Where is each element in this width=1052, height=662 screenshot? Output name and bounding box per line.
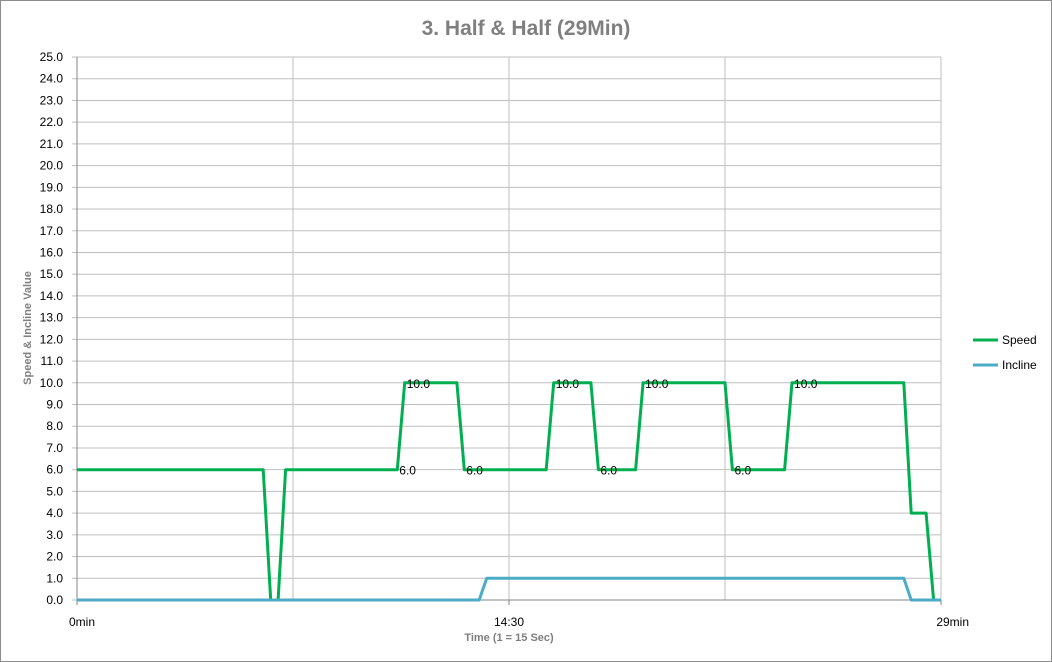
y-tick-label: 11.0 [41,354,64,368]
x-tick-label: 29min [936,615,969,629]
y-tick-label: 7.0 [46,441,63,455]
y-tick-label: 8.0 [46,419,63,433]
chart-title: 3. Half & Half (29Min) [422,17,631,40]
y-tick-label: 12.0 [40,332,64,346]
data-label: 6.0 [734,464,751,478]
series-lines [77,381,941,602]
legend-label-incline: Incline [1002,358,1037,372]
data-label: 6.0 [600,464,617,478]
y-tick-label: 19.0 [40,180,64,194]
y-tick-label: 20.0 [40,159,64,173]
y-tick-label: 6.0 [46,463,63,477]
x-axis-ticks: 0min 14:30 29min [69,600,969,629]
data-labels: 10.0 6.0 6.0 10.0 6.0 10.0 6.0 10.0 [399,377,817,478]
y-tick-label: 16.0 [40,245,64,259]
y-tick-label: 3.0 [46,528,63,542]
y-tick-label: 25.0 [40,50,64,64]
data-label: 6.0 [466,464,483,478]
y-tick-label: 1.0 [46,571,63,585]
gridlines [72,56,942,601]
data-label: 10.0 [645,377,669,391]
y-tick-label: 22.0 [40,115,64,129]
y-tick-label: 0.0 [46,593,63,607]
legend-label-speed: Speed [1002,333,1037,347]
y-tick-label: 10.0 [40,376,64,390]
y-tick-label: 24.0 [40,72,64,86]
y-tick-label: 5.0 [46,484,63,498]
y-tick-label: 2.0 [46,550,63,564]
y-tick-label: 18.0 [40,202,64,216]
y-tick-label: 14.0 [40,289,64,303]
y-tick-label: 4.0 [46,506,63,520]
data-label: 10.0 [407,377,431,391]
y-axis-label: Speed & Incline Value [22,271,34,385]
series-line-incline [77,576,941,602]
y-axis-ticks: 0.0 1.0 2.0 3.0 4.0 5.0 6.0 7.0 8.0 9.0 10.0 11.0 12… [40,50,64,607]
legend: Speed Incline [973,333,1037,372]
data-label: 10.0 [556,377,580,391]
y-tick-label: 9.0 [46,398,63,412]
x-tick-label: 14:30 [494,615,524,629]
y-tick-label: 17.0 [40,224,64,238]
x-tick-label: 0min [69,615,95,629]
series-line-speed [77,381,941,602]
y-tick-label: 21.0 [40,137,64,151]
y-tick-label: 15.0 [40,267,64,281]
y-tick-label: 13.0 [40,311,64,325]
data-label: 10.0 [794,377,818,391]
data-label: 6.0 [399,464,416,478]
y-tick-label: 23.0 [40,93,64,107]
x-axis-label: Time (1 = 15 Sec) [464,632,554,644]
